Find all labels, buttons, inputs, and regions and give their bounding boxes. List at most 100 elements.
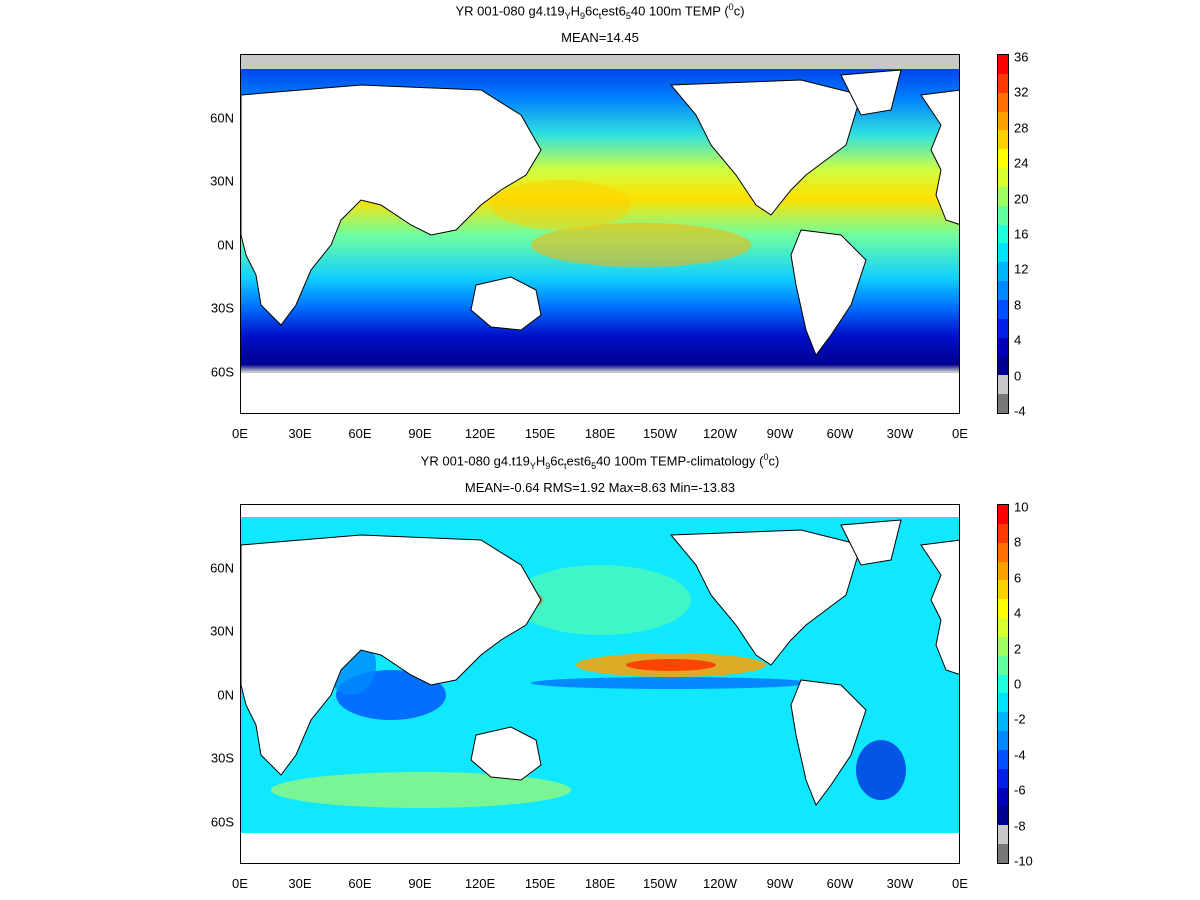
colorbar-label: 12 [1014,261,1029,277]
colorbar-label: 10 [1014,499,1029,515]
top-colorbar [997,54,1009,414]
x-tick-label: 120W [703,426,737,441]
colorbar-segment [998,394,1008,414]
colorbar-segment [998,55,1008,75]
y-tick-label: 60N [210,110,234,126]
y-tick-label: 30N [210,623,234,639]
top-map [240,54,960,414]
y-tick-label: 30N [210,173,234,189]
colorbar-segment [998,825,1008,845]
colorbar-segment [998,693,1008,713]
x-tick-label: 30E [288,426,312,441]
colorbar-segment [998,186,1008,207]
colorbar-label: 4 [1014,605,1022,621]
y-tick-label: 60S [210,814,234,830]
y-tick-label: 30S [210,750,234,766]
x-tick-label: 0E [232,426,248,441]
colorbar-label: 32 [1014,84,1029,100]
y-tick-label: 0N [217,687,234,703]
colorbar-segment [998,580,1008,600]
colorbar-segment [998,523,1008,544]
colorbar-label: 8 [1014,534,1022,550]
y-tick-label: 60S [210,364,234,380]
colorbar-segment [998,655,1008,676]
colorbar-segment [998,149,1008,169]
y-tick-label: 0N [217,237,234,253]
x-tick-label: 60W [826,876,854,891]
colorbar-label: 6 [1014,570,1022,586]
colorbar-segment [998,168,1008,188]
x-tick-label: 150W [643,426,677,441]
x-tick-label: 60E [348,876,372,891]
colorbar-segment [998,111,1008,131]
colorbar-segment [998,299,1008,320]
x-tick-label: 180E [584,426,616,441]
colorbar-segment [998,787,1008,807]
colorbar-segment [998,561,1008,581]
colorbar-label: 16 [1014,226,1029,242]
colorbar-segment [998,224,1008,244]
colorbar-label: -6 [1014,782,1026,798]
colorbar-segment [998,768,1008,789]
x-tick-label: 90E [408,426,432,441]
colorbar-label: 8 [1014,297,1022,313]
x-tick-label: 60E [348,426,372,441]
top-panel-subtitle: MEAN=14.45 [561,30,639,45]
colorbar-label: -10 [1014,853,1033,869]
colorbar-segment [998,262,1008,282]
x-tick-label: 90W [766,426,794,441]
colorbar-label: 36 [1014,49,1029,65]
colorbar-segment [998,731,1008,751]
colorbar-segment [998,674,1008,694]
x-tick-label: 0E [952,426,968,441]
colorbar-segment [998,205,1008,226]
colorbar-label: 0 [1014,368,1022,384]
colorbar-label: 20 [1014,191,1029,207]
colorbar-label: -4 [1014,747,1026,763]
colorbar-segment [998,337,1008,357]
colorbar-segment [998,130,1008,150]
colorbar-label: -2 [1014,711,1026,727]
colorbar-segment [998,599,1008,619]
bottom-map [240,504,960,864]
colorbar-label: 2 [1014,641,1022,657]
y-tick-label: 60N [210,560,234,576]
x-tick-label: 30W [886,426,914,441]
x-tick-label: 30W [886,876,914,891]
x-tick-label: 0E [952,876,968,891]
colorbar-segment [998,712,1008,732]
colorbar-label: 24 [1014,155,1029,171]
colorbar-label: 0 [1014,676,1022,692]
colorbar-segment [998,356,1008,376]
colorbar-segment [998,73,1008,94]
bottom-panel-subtitle: MEAN=-0.64 RMS=1.92 Max=8.63 Min=-13.83 [464,480,736,495]
colorbar-label: 4 [1014,332,1022,348]
x-tick-label: 120E [464,876,496,891]
x-tick-label: 90E [408,876,432,891]
bottom-colorbar [997,504,1009,864]
colorbar-label: -4 [1014,403,1026,419]
colorbar-label: 28 [1014,120,1029,136]
x-tick-label: 60W [826,426,854,441]
colorbar-segment [998,243,1008,263]
y-tick-label: 30S [210,300,234,316]
x-tick-label: 30E [288,876,312,891]
colorbar-segment [998,281,1008,301]
colorbar-segment [998,505,1008,525]
x-tick-label: 150E [524,876,556,891]
colorbar-label: -8 [1014,818,1026,834]
colorbar-segment [998,636,1008,657]
colorbar-segment [998,749,1008,770]
x-tick-label: 90W [766,876,794,891]
x-tick-label: 150W [643,876,677,891]
colorbar-segment [998,318,1008,339]
bottom-panel-title: YR 001-080 g4.t19YH96ctest6540 100m TEMP… [420,452,780,471]
colorbar-segment [998,844,1008,864]
x-tick-label: 0E [232,876,248,891]
top-panel-title: YR 001-080 g4.t19YH96ctest6540 100m TEMP… [455,2,745,21]
x-tick-label: 120E [464,426,496,441]
x-tick-label: 150E [524,426,556,441]
colorbar-segment [998,618,1008,638]
x-tick-label: 120W [703,876,737,891]
x-tick-label: 180E [584,876,616,891]
